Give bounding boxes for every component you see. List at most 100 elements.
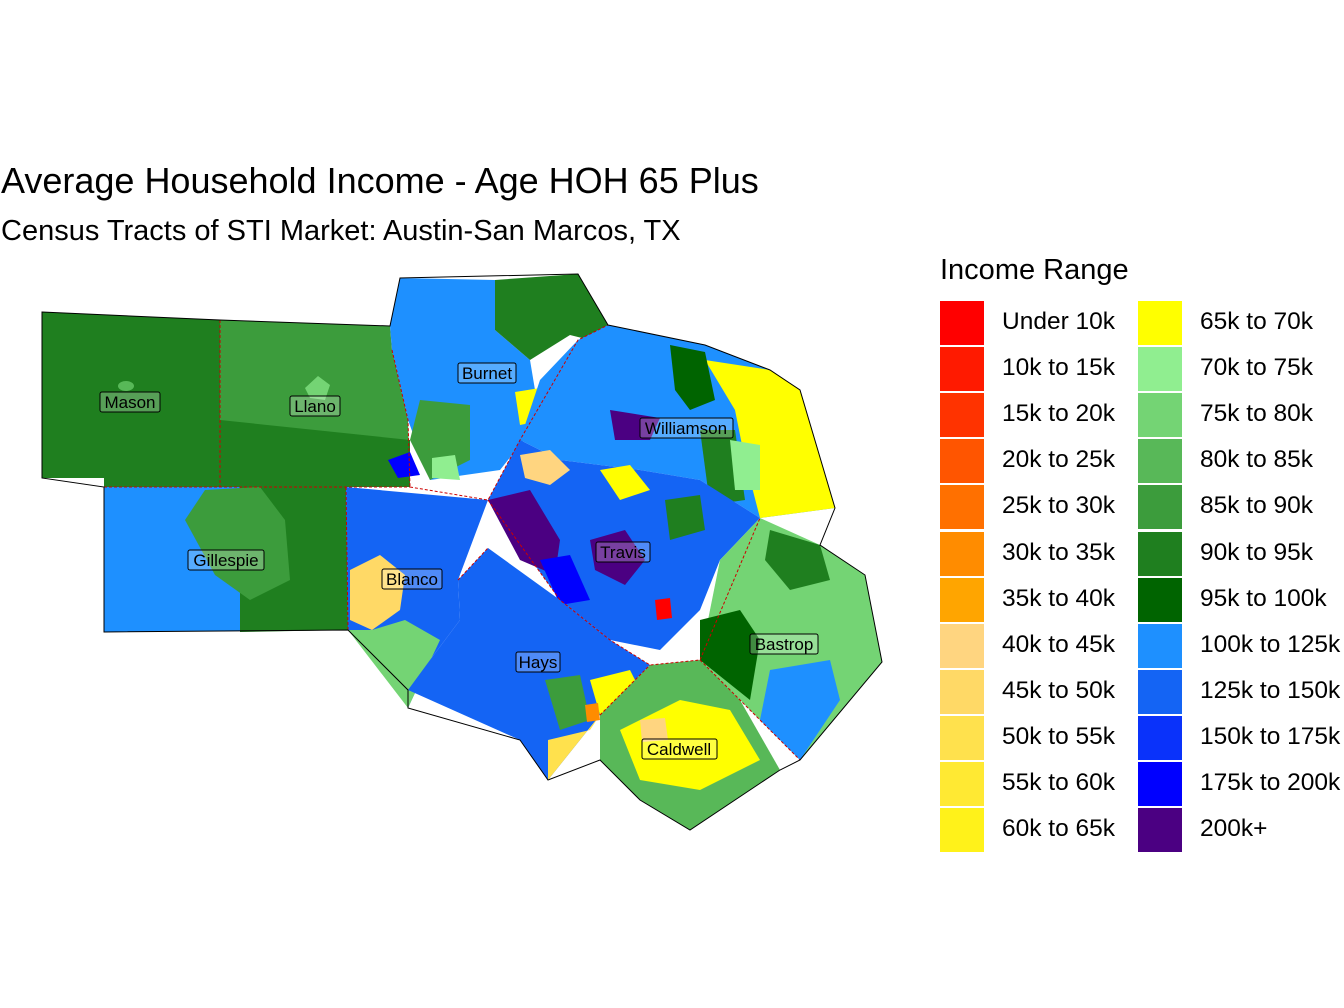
legend-label: 65k to 70k: [1200, 308, 1314, 335]
tract: [665, 495, 705, 540]
legend-label: 70k to 75k: [1200, 354, 1314, 382]
legend-swatch: [1138, 623, 1182, 668]
legend-item: 125k to 150k: [1138, 669, 1341, 715]
svg-text:Hays: Hays: [519, 653, 558, 672]
legend-label: 25k to 30k: [1002, 492, 1116, 520]
legend-swatch: [1138, 669, 1182, 714]
legend-swatch: [1138, 531, 1182, 576]
legend-swatch: [1138, 808, 1182, 853]
legend-item: 40k to 45k: [940, 623, 1140, 669]
legend-item: 65k to 70k: [1138, 300, 1338, 346]
legend-label: 50k to 55k: [1002, 722, 1116, 750]
legend-item: 30k to 35k: [940, 531, 1140, 577]
svg-text:Bastrop: Bastrop: [755, 635, 814, 654]
legend-item: 175k to 200k: [1138, 761, 1341, 807]
legend-swatch: [940, 808, 984, 853]
legend-label: 200k+: [1200, 815, 1268, 843]
legend-label: 175k to 200k: [1200, 769, 1341, 796]
legend-swatch: [940, 577, 984, 622]
legend-swatch: [1138, 762, 1182, 806]
legend-item: 150k to 175k: [1138, 715, 1341, 761]
tract: [118, 381, 134, 391]
legend-swatch: [940, 669, 984, 714]
legend-label: 125k to 150k: [1200, 676, 1341, 704]
legend-item: 55k to 60k: [940, 761, 1140, 807]
county-label-bastrop: Bastrop: [749, 633, 819, 655]
county-label-caldwell: Caldwell: [641, 738, 718, 760]
legend-label: 150k to 175k: [1200, 722, 1341, 750]
legend-item: 25k to 30k: [940, 484, 1140, 530]
legend-title: Income Range: [940, 254, 1129, 286]
tract: [220, 420, 410, 487]
legend-swatch: [940, 485, 984, 530]
svg-text:Llano: Llano: [294, 397, 336, 416]
tract: [730, 440, 760, 490]
legend-label: 20k to 25k: [1002, 446, 1116, 474]
tract: [540, 555, 590, 605]
county-label-hays: Hays: [515, 651, 561, 673]
svg-text:Blanco: Blanco: [386, 570, 438, 589]
legend-item: 90k to 95k: [1138, 531, 1338, 577]
tract: [590, 530, 645, 585]
county-label-burnet: Burnet: [457, 362, 517, 384]
legend-swatch: [1138, 301, 1182, 345]
tract: [600, 465, 650, 500]
legend-item: 85k to 90k: [1138, 484, 1338, 530]
legend-label: 10k to 15k: [1002, 354, 1116, 382]
tract: [655, 598, 672, 620]
tract: [185, 487, 290, 600]
county-label-travis: Travis: [595, 541, 651, 563]
county-mason: [42, 312, 220, 487]
legend-swatch: [940, 531, 984, 576]
legend-item: 100k to 125k: [1138, 623, 1341, 669]
legend-label: 90k to 95k: [1200, 538, 1314, 566]
legend-swatch: [940, 762, 984, 806]
tract: [765, 530, 830, 590]
legend-swatch: [1138, 485, 1182, 530]
county-label-mason: Mason: [99, 391, 161, 413]
legend-swatch: [940, 715, 984, 760]
tract: [305, 376, 330, 400]
county-label-llano: Llano: [289, 395, 341, 417]
tract: [350, 555, 405, 630]
legend-label: 95k to 100k: [1200, 584, 1327, 612]
legend-swatch: [940, 623, 984, 668]
legend-item: 80k to 85k: [1138, 438, 1338, 484]
legend-swatch: [1138, 347, 1182, 392]
legend-label: 45k to 50k: [1002, 676, 1116, 704]
county-label-gillespie: Gillespie: [187, 549, 265, 571]
legend-item: 70k to 75k: [1138, 346, 1338, 392]
legend-item: 15k to 20k: [940, 392, 1140, 438]
legend-swatch: [1138, 715, 1182, 760]
legend-item: 35k to 40k: [940, 577, 1140, 623]
tract: [548, 715, 600, 780]
tract: [432, 455, 460, 480]
svg-text:Travis: Travis: [600, 543, 646, 562]
legend-item: 10k to 15k: [940, 346, 1140, 392]
legend: Income Range Under 10k 10k to 15k 15k to 2…: [940, 250, 1344, 860]
legend-swatch: [940, 301, 984, 345]
svg-text:Williamson: Williamson: [645, 419, 727, 438]
svg-text:Caldwell: Caldwell: [647, 740, 711, 759]
legend-item: 20k to 25k: [940, 438, 1140, 484]
legend-label: 55k to 60k: [1002, 769, 1116, 796]
legend-label: 60k to 65k: [1002, 815, 1116, 843]
tract: [545, 675, 590, 730]
county-borders: [104, 320, 801, 761]
legend-item: 45k to 50k: [940, 669, 1140, 715]
svg-text:Burnet: Burnet: [462, 364, 512, 383]
legend-swatch: [1138, 439, 1182, 484]
legend-label: 30k to 35k: [1002, 538, 1116, 566]
market-outline: [41, 273, 883, 831]
legend-item: 50k to 55k: [940, 715, 1140, 761]
legend-label: 100k to 125k: [1200, 630, 1341, 658]
legend-label: 75k to 80k: [1200, 400, 1314, 428]
legend-label: 15k to 20k: [1002, 400, 1116, 428]
county-label-blanco: Blanco: [381, 568, 443, 590]
tract: [495, 274, 608, 360]
legend-swatch: [940, 439, 984, 484]
legend-item: 75k to 80k: [1138, 392, 1338, 438]
legend-label: 85k to 90k: [1200, 492, 1314, 520]
choropleth-map: Mason Llano Burnet Williamson Gillespie …: [41, 273, 883, 831]
legend-item: 60k to 65k: [940, 807, 1140, 853]
